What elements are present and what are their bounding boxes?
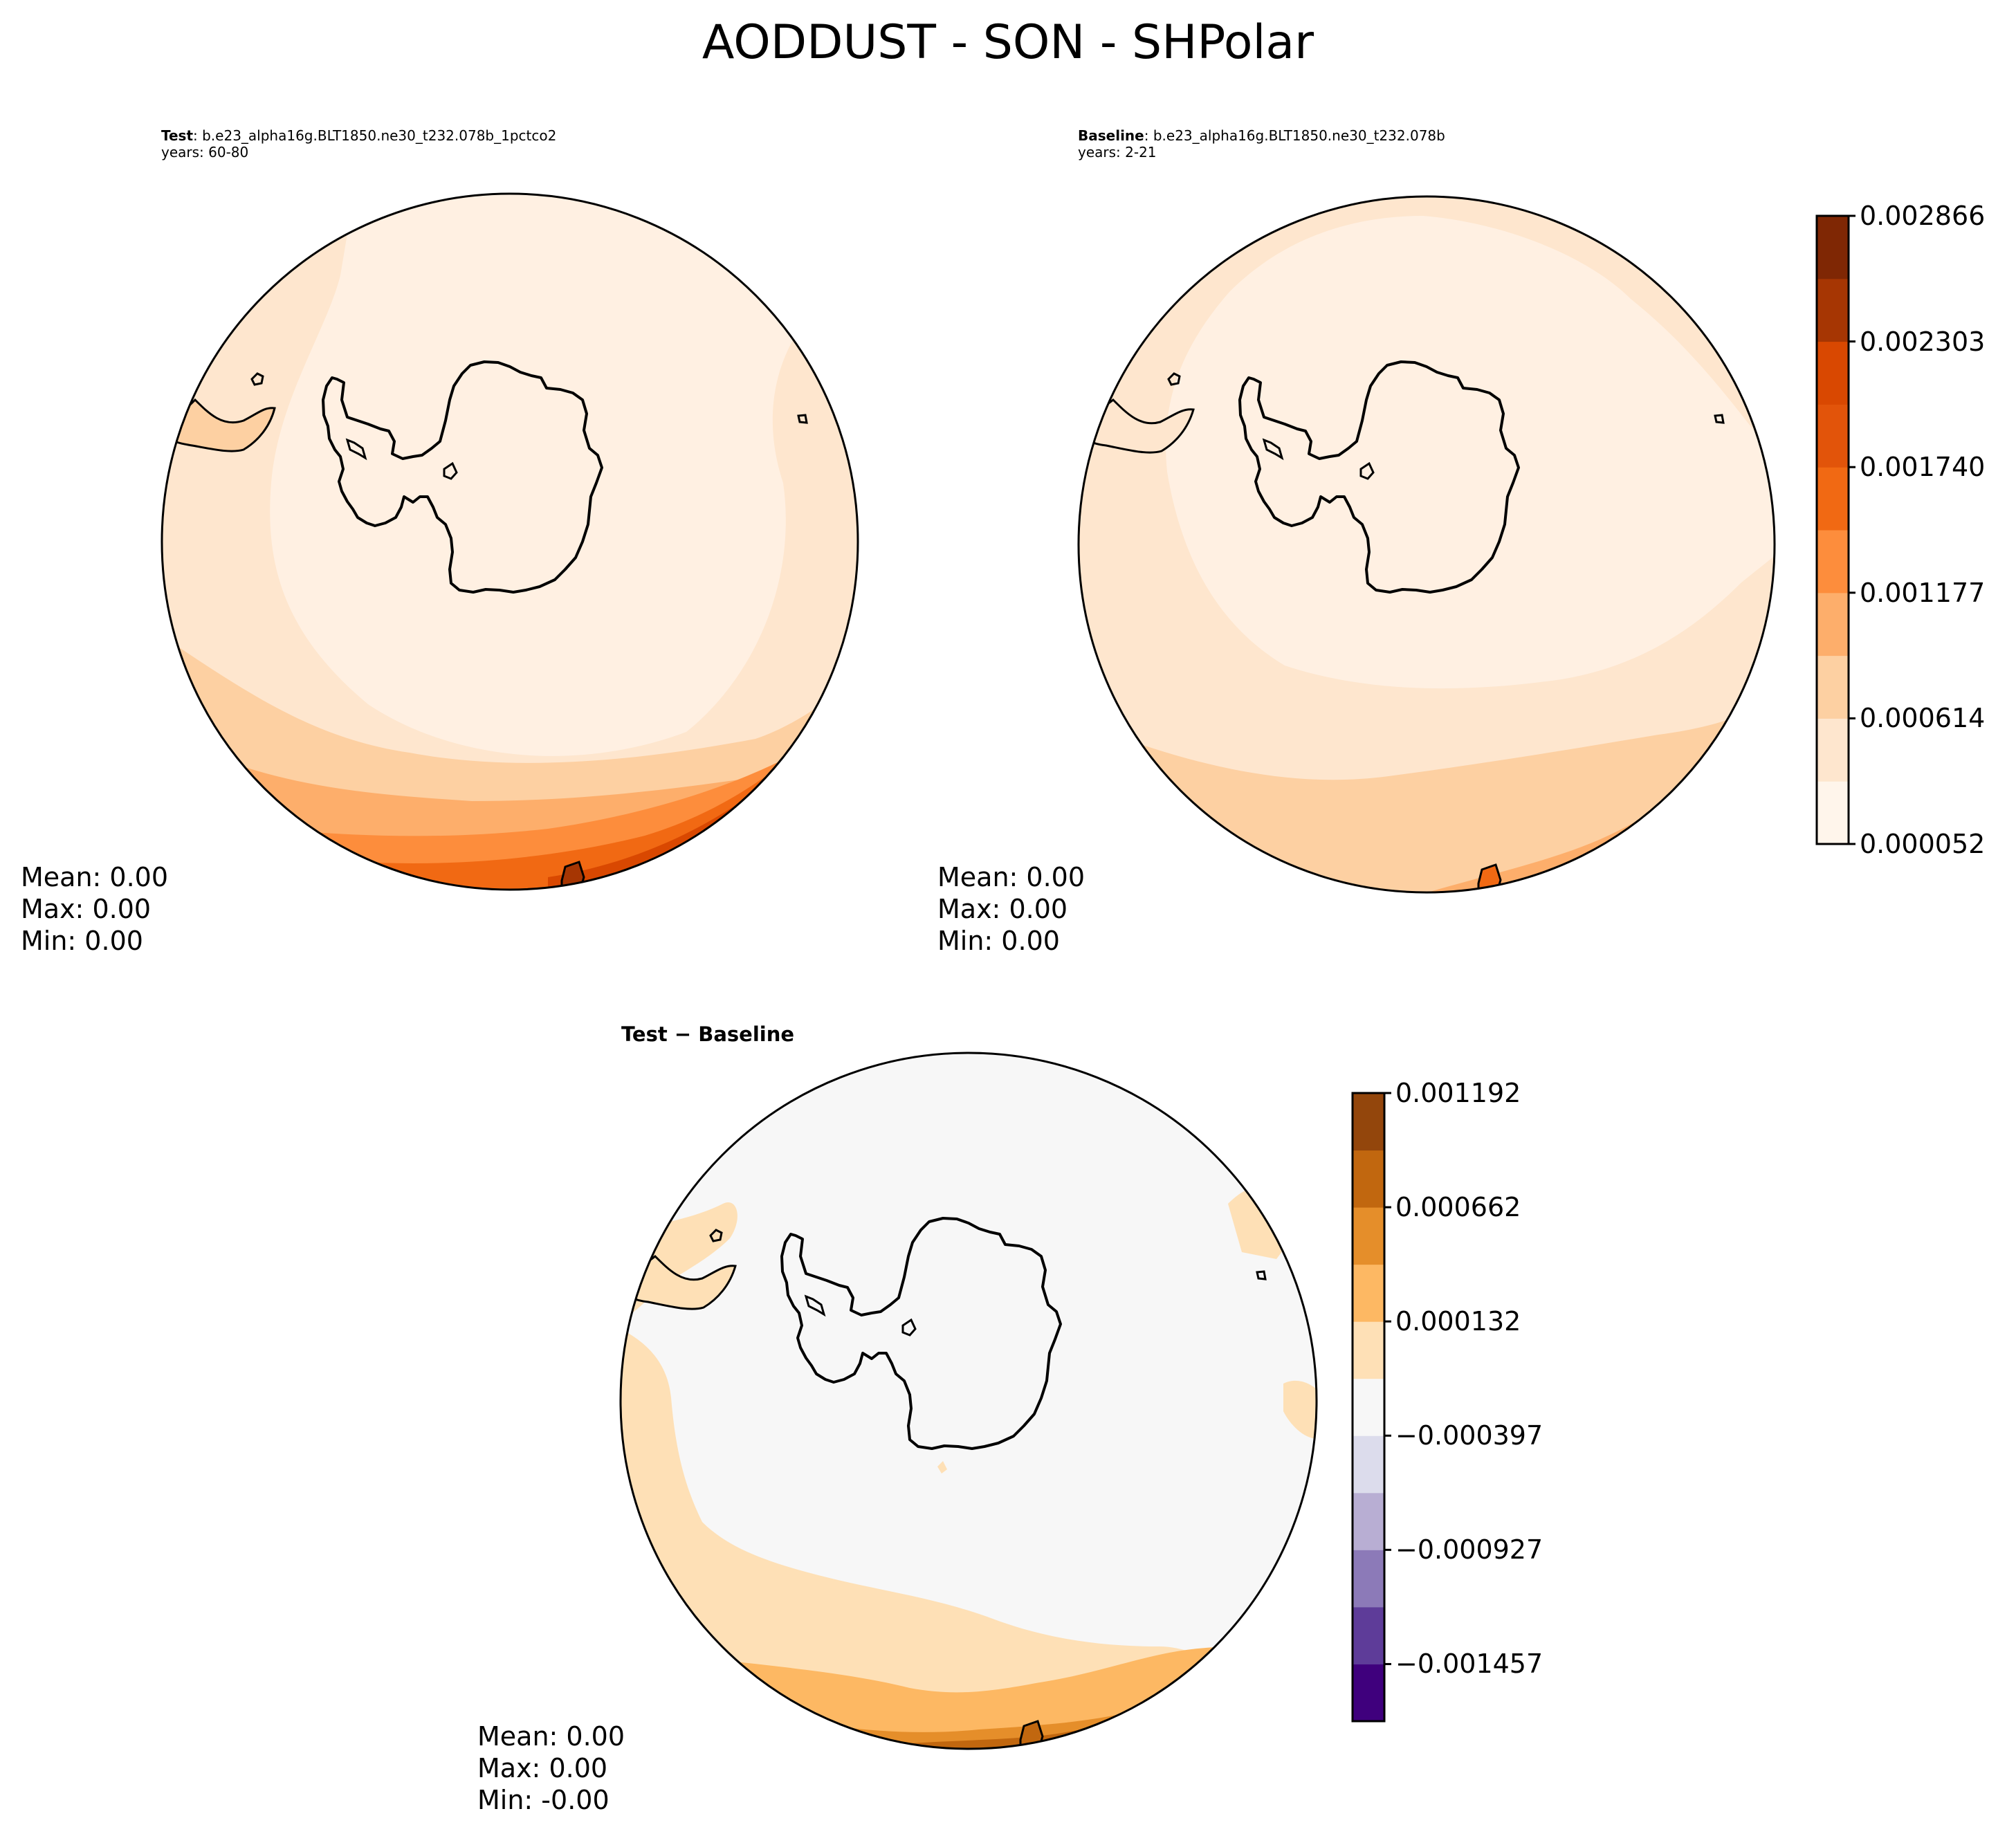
map-boundary bbox=[619, 1052, 1318, 1750]
colorbar-level bbox=[1817, 216, 1849, 279]
diff-panel-title: Test − Baseline bbox=[621, 1022, 795, 1046]
colorbar-frame bbox=[1815, 214, 1850, 845]
baseline-stats: Mean: 0.00 Max: 0.00 Min: 0.00 bbox=[937, 861, 1085, 957]
coastline-south-america bbox=[621, 1255, 737, 1310]
colorbar-tick-label: 0.001177 bbox=[1860, 577, 1986, 608]
colorbar-tick-label: −0.000397 bbox=[1395, 1420, 1543, 1451]
colorbar-level bbox=[1817, 718, 1849, 782]
contour-fill bbox=[1283, 1380, 1317, 1439]
colorbar-level bbox=[1353, 1321, 1384, 1379]
map-boundary bbox=[1077, 195, 1776, 894]
coastline-south-america bbox=[1079, 398, 1195, 454]
coastline-island bbox=[797, 414, 808, 424]
test-stats: Mean: 0.00 Max: 0.00 Min: 0.00 bbox=[21, 861, 168, 957]
colorbar-level bbox=[1817, 592, 1849, 657]
coastline-island bbox=[1167, 372, 1181, 386]
colorbar-level bbox=[1817, 404, 1849, 468]
coastline-antarctica-shelf bbox=[1262, 438, 1284, 461]
coastline-australia bbox=[1019, 1720, 1044, 1749]
baseline-case-name: : b.e23_alpha16g.BLT1850.ne30_t232.078b bbox=[1144, 127, 1445, 144]
map-boundary bbox=[161, 192, 859, 891]
colorbar-tick-label: 0.000132 bbox=[1395, 1306, 1521, 1337]
coastline-island bbox=[1256, 1270, 1267, 1281]
baseline-label: Baseline bbox=[1078, 127, 1144, 144]
colorbar-level bbox=[1817, 341, 1849, 405]
colorbar-level bbox=[1817, 530, 1849, 594]
coastline-antarctica bbox=[322, 360, 603, 594]
coastline-island bbox=[901, 1318, 917, 1337]
colorbar-level bbox=[1353, 1207, 1384, 1265]
coastline-south-america bbox=[162, 398, 276, 452]
coastline-antarctica bbox=[1238, 360, 1520, 594]
colorbar-level bbox=[1817, 278, 1849, 342]
diff-stats: Mean: 0.00 Max: 0.00 Min: -0.00 bbox=[477, 1720, 625, 1816]
colorbar-level bbox=[1353, 1664, 1384, 1722]
colorbar-level bbox=[1353, 1606, 1384, 1664]
colorbar-level bbox=[1353, 1150, 1384, 1208]
baseline-min: Min: 0.00 bbox=[937, 926, 1060, 956]
contour-fill bbox=[1283, 1529, 1317, 1674]
colorbar-level bbox=[1817, 781, 1849, 845]
colorbar-level bbox=[1353, 1264, 1384, 1322]
colorbar-tick-label: 0.002303 bbox=[1860, 326, 1986, 357]
figure-title: AODDUST - SON - SHPolar bbox=[702, 15, 1314, 70]
colorbar-tick-label: 0.000614 bbox=[1860, 703, 1986, 734]
contour-fill bbox=[1103, 1606, 1194, 1637]
colorbar-level bbox=[1353, 1492, 1384, 1550]
coastline-island bbox=[1359, 461, 1375, 480]
diff-min: Min: -0.00 bbox=[477, 1785, 610, 1815]
diff-max: Max: 0.00 bbox=[477, 1753, 608, 1783]
colorbar-tick-label: 0.001192 bbox=[1395, 1078, 1521, 1108]
baseline-years: years: 2-21 bbox=[1078, 144, 1157, 160]
colorbar-tick-label: 0.001740 bbox=[1860, 452, 1986, 483]
baseline-panel-title: Baseline: b.e23_alpha16g.BLT1850.ne30_t2… bbox=[1078, 127, 1445, 144]
colorbar-level bbox=[1817, 655, 1849, 719]
contour-fill bbox=[621, 1328, 1317, 1749]
coastline-island bbox=[1714, 414, 1725, 424]
coastline-island bbox=[443, 461, 458, 480]
colorbar-tick-label: 0.000662 bbox=[1395, 1192, 1521, 1223]
main-colorbar bbox=[1815, 214, 1855, 845]
contour-fill bbox=[1097, 1712, 1317, 1749]
baseline-max: Max: 0.00 bbox=[937, 894, 1068, 924]
coastline-antarctica bbox=[780, 1217, 1062, 1450]
test-case-name: : b.e23_alpha16g.BLT1850.ne30_t232.078b_… bbox=[193, 127, 557, 144]
colorbar-tick-label: −0.001457 bbox=[1395, 1649, 1543, 1680]
contour-fill bbox=[937, 1461, 947, 1474]
coastline-australia bbox=[1477, 863, 1502, 892]
contour-fill bbox=[728, 794, 858, 890]
colorbar-level bbox=[1353, 1550, 1384, 1608]
coastline-island bbox=[250, 372, 264, 386]
test-max: Max: 0.00 bbox=[21, 894, 152, 924]
colorbar-level bbox=[1353, 1093, 1384, 1151]
colorbar-level bbox=[1353, 1435, 1384, 1494]
coastline-australia bbox=[560, 861, 585, 890]
baseline-mean: Mean: 0.00 bbox=[937, 862, 1085, 892]
coastline-antarctica-shelf bbox=[804, 1294, 826, 1317]
baseline-map bbox=[1077, 195, 1776, 894]
test-label: Test bbox=[161, 127, 194, 144]
colorbar-tick-label: 0.002866 bbox=[1860, 201, 1986, 231]
diff-mean: Mean: 0.00 bbox=[477, 1721, 625, 1752]
colorbar-tick-label: −0.000927 bbox=[1395, 1534, 1543, 1566]
coastline-antarctica-shelf bbox=[345, 438, 367, 461]
test-panel-title: Test: b.e23_alpha16g.BLT1850.ne30_t232.0… bbox=[161, 127, 556, 144]
colorbar-level bbox=[1817, 467, 1849, 531]
diff-map bbox=[619, 1052, 1318, 1750]
colorbar-frame bbox=[1351, 1092, 1386, 1723]
colorbar-level bbox=[1353, 1378, 1384, 1436]
colorbar-tick-label: 0.000052 bbox=[1860, 829, 1986, 859]
test-map bbox=[161, 192, 859, 891]
test-mean: Mean: 0.00 bbox=[21, 862, 169, 892]
test-years: years: 60-80 bbox=[161, 144, 249, 160]
test-min: Min: 0.00 bbox=[21, 926, 143, 956]
coastline-island bbox=[709, 1229, 723, 1242]
diff-colorbar bbox=[1351, 1092, 1391, 1723]
